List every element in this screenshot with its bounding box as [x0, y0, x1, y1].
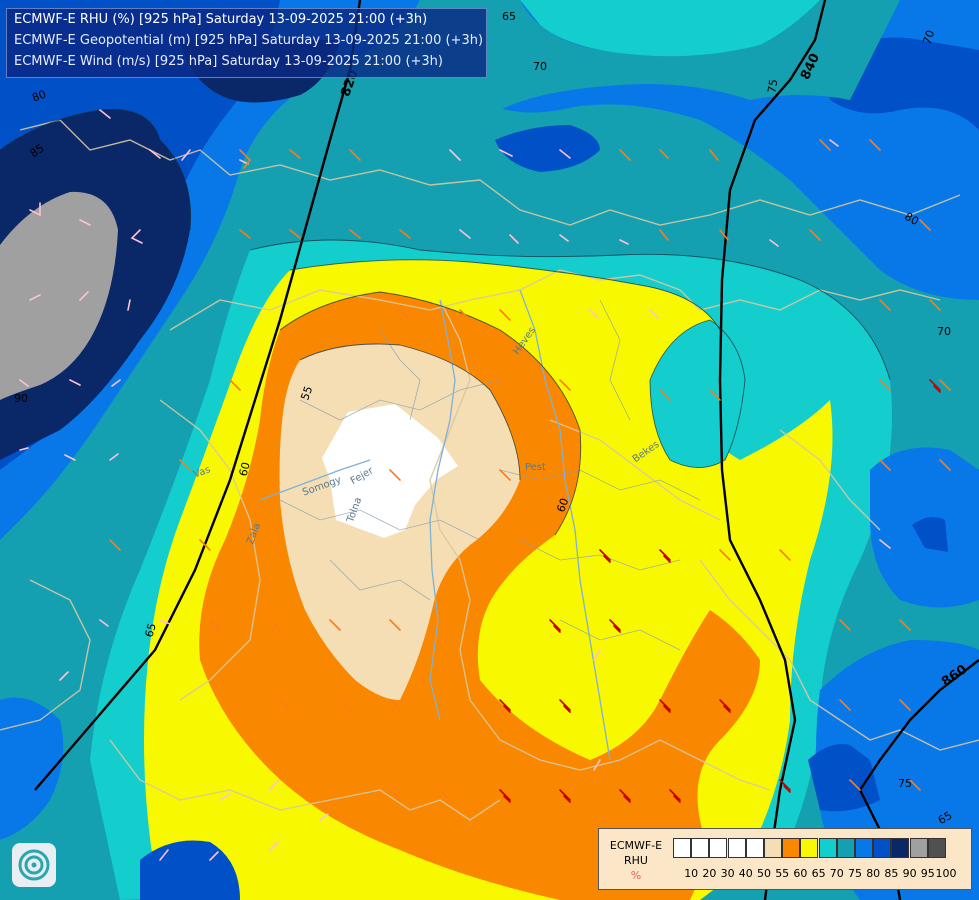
county-lines: [279, 299, 701, 651]
iso-label-65: 65: [502, 10, 516, 23]
rh-85-east: [912, 516, 948, 552]
legend-swatch: [855, 838, 873, 858]
place-label-pest: Pest: [525, 462, 546, 473]
legend-title: ECMWF-E RHU %: [601, 838, 671, 883]
legend-tick: 65: [811, 867, 826, 880]
legend-tick: 55: [775, 867, 790, 880]
legend-swatch: [927, 838, 946, 858]
legend-tick: 100: [935, 867, 957, 880]
title-geopotential: ECMWF-E Geopotential (m) [925 hPa] Satur…: [14, 33, 484, 48]
legend-swatch: [745, 838, 764, 858]
iso-label-80b: 80: [902, 210, 921, 228]
wind-barbs-light: [19, 109, 891, 861]
borders: [0, 119, 979, 821]
legend-tick: 20: [702, 867, 717, 880]
legend-tick: 40: [738, 867, 753, 880]
legend-swatch: [873, 838, 892, 858]
iso-label-65c: 65: [936, 809, 955, 827]
legend-tick: 30: [720, 867, 735, 880]
rh-80-west-lower: [0, 697, 64, 840]
rh-70-north: [520, 0, 820, 57]
legend-swatch: [836, 838, 855, 858]
legend-swatch: [764, 838, 782, 858]
iso-label-60b: 60: [554, 496, 571, 514]
rh-85-north-pocket: [495, 125, 600, 172]
iso-label-70b: 70: [920, 28, 937, 46]
title-wind: ECMWF-E Wind (m/s) [925 hPa] Saturday 13…: [14, 54, 443, 69]
legend-model: ECMWF-E: [609, 839, 663, 852]
legend-swatch: [800, 838, 819, 858]
wind-barbs: [19, 109, 951, 861]
iso-label-70: 70: [533, 60, 547, 73]
iso-label-75b: 75: [898, 777, 912, 790]
legend-tick: 90: [902, 867, 917, 880]
legend-unit: %: [630, 869, 642, 882]
legend-swatch: [709, 838, 728, 858]
legend-variable: RHU: [624, 854, 648, 867]
legend-tick: 60: [793, 867, 808, 880]
title-rhu: ECMWF-E RHU (%) [925 hPa] Saturday 13-09…: [14, 12, 428, 27]
legend-tick: 50: [757, 867, 771, 880]
wind-barbs-mid: [109, 139, 951, 801]
legend-tick: 85: [884, 867, 899, 880]
iso-label-75: 75: [765, 78, 780, 94]
legend-swatch: [691, 838, 710, 858]
iso-label-90: 90: [14, 392, 28, 405]
isoline-labels: 65 70 70 75 80 85 80 70 90 55 60 60 65 6…: [14, 10, 954, 827]
legend-swatch: [673, 838, 691, 858]
legend-tick: 10: [684, 867, 699, 880]
legend-swatch: [727, 838, 746, 858]
title-box: ECMWF-E RHU (%) [925 hPa] Saturday 13-09…: [6, 8, 487, 78]
legend-tick: 75: [848, 867, 862, 880]
iso-label-80: 80: [30, 88, 48, 105]
rh-95-west: [0, 191, 118, 400]
rh-contours: [0, 108, 891, 536]
legend-tick: 80: [866, 867, 881, 880]
iso-label-60: 60: [237, 461, 253, 478]
iso-label-70c: 70: [937, 325, 951, 338]
legend-tick: 70: [829, 867, 844, 880]
legend-swatch: [782, 838, 801, 858]
iso-label-65b: 65: [143, 622, 159, 639]
legend-swatch: [891, 838, 910, 858]
rhu-legend: ECMWF-E RHU % 10 20 30 40 50 55 60 65 70 75 80 85 90…: [598, 828, 972, 890]
iso-label-55: 55: [298, 384, 315, 402]
legend-tick: 95: [920, 867, 935, 880]
rivers: [259, 289, 611, 761]
legend-swatch: [818, 838, 837, 858]
legend-swatch: [909, 838, 928, 858]
ecmwf-logo-icon: [12, 843, 56, 887]
wind-barbs-strong: [499, 379, 941, 803]
